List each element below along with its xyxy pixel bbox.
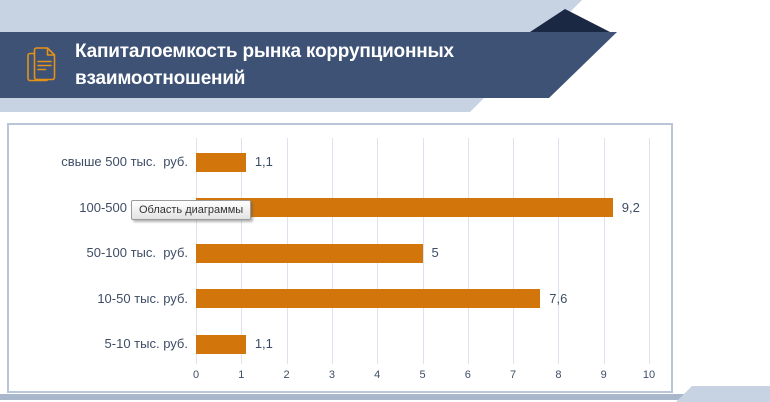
gridline (513, 138, 515, 364)
gridline (467, 138, 469, 364)
category-label: 50-100 тыс. руб. (86, 245, 188, 260)
bar[interactable] (196, 334, 246, 354)
category-label: 5-10 тыс. руб. (104, 336, 188, 351)
gridline (649, 138, 650, 364)
x-axis-tick-label: 6 (464, 369, 471, 381)
x-axis-tick-label: 0 (192, 369, 200, 381)
slide-title: Капиталоемкость рынка коррупционных взаи… (75, 38, 454, 92)
x-axis-tick-label: 5 (419, 369, 426, 381)
x-axis-tick-label: 1 (238, 369, 245, 381)
value-label: 5 (431, 245, 439, 260)
bar[interactable] (196, 243, 423, 263)
value-label: 7,6 (549, 290, 568, 306)
category-label: свыше 500 тыс. руб. (61, 154, 188, 169)
gridline (422, 138, 424, 364)
bar[interactable] (196, 152, 246, 172)
slide-title-line1: Капиталоемкость рынка коррупционных (75, 41, 454, 62)
gridline (603, 138, 605, 364)
gridline (558, 138, 560, 364)
x-axis-tick-label: 10 (642, 369, 656, 381)
bottom-divider (0, 394, 770, 400)
value-label: 9,2 (621, 199, 640, 215)
value-label: 1,1 (254, 154, 273, 169)
bottom-right-accent (676, 386, 770, 402)
bar[interactable] (196, 198, 613, 217)
chart-tooltip: Область диаграммы (131, 200, 252, 220)
x-axis-tick-label: 2 (283, 369, 290, 381)
x-axis-tick-label: 4 (374, 369, 381, 381)
document-icon (27, 47, 56, 82)
tooltip-text: Область диаграммы (139, 204, 244, 216)
x-axis-tick-label: 9 (600, 369, 607, 381)
value-label: 1,1 (254, 336, 273, 351)
title-banner: Капиталоемкость рынка коррупционных взаи… (0, 32, 617, 98)
bar[interactable] (196, 289, 541, 308)
category-label: 10-50 тыс. руб. (97, 290, 188, 306)
x-axis-tick-label: 3 (328, 369, 335, 381)
slide-title-line2: взаимоотношений (75, 68, 246, 89)
x-axis-tick-label: 7 (510, 369, 517, 381)
x-axis-tick-label: 8 (555, 369, 562, 381)
